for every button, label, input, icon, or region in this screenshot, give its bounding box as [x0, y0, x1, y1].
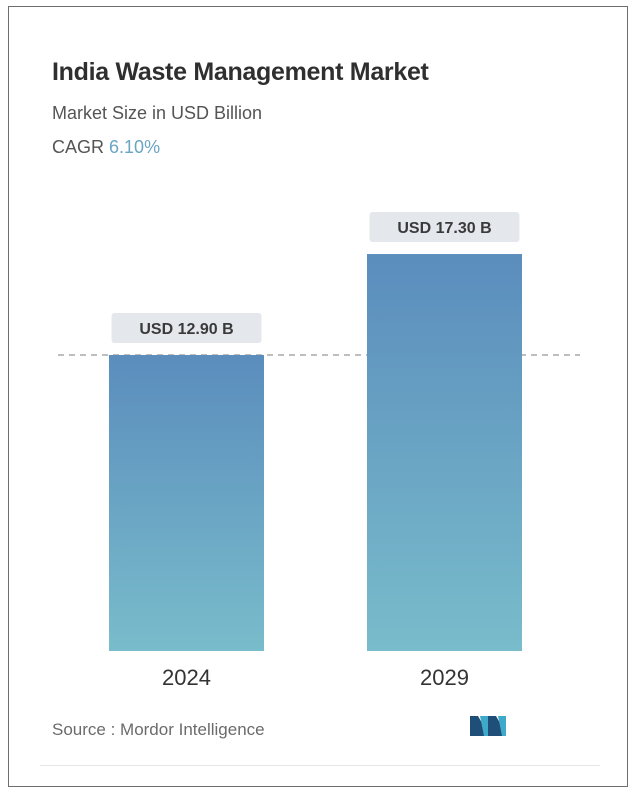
source-text: Source : Mordor Intelligence: [52, 720, 265, 739]
cagr-text: CAGR 6.10%: [52, 137, 160, 158]
data-label-2029: USD 17.30 B: [397, 220, 491, 237]
cagr-label: CAGR: [52, 137, 105, 157]
chart-subtitle: Market Size in USD Billion: [52, 103, 263, 123]
bar-2024: [109, 355, 264, 651]
x-tick-label-2029: 2029: [420, 665, 469, 690]
footer-divider: [40, 765, 600, 766]
cagr-value: 6.10%: [109, 137, 161, 157]
x-tick-label-2024: 2024: [162, 665, 211, 690]
bar-2029: [367, 254, 522, 651]
data-label-2024: USD 12.90 B: [139, 321, 233, 338]
data-label-bg-2029: [369, 212, 520, 243]
chart-title: India Waste Management Market: [52, 58, 429, 86]
mordor-intelligence-logo-icon: [470, 716, 506, 736]
data-label-bg-2024: [111, 313, 262, 343]
